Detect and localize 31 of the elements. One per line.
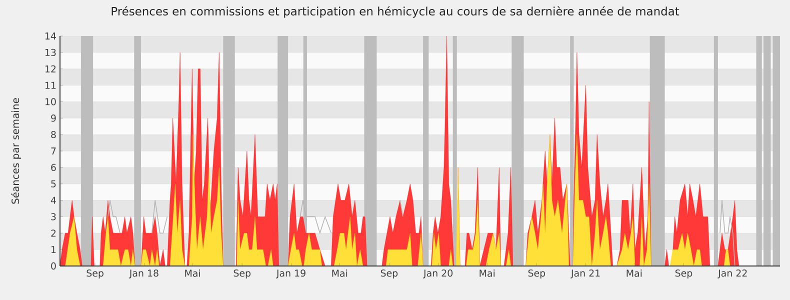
y-tick-label: 10: [45, 98, 56, 106]
x-tick-label: Sep: [234, 270, 251, 279]
x-tick-label: Jan 18: [128, 270, 158, 278]
y-tick-label: 9: [51, 114, 56, 122]
y-tick-label: 8: [51, 130, 56, 138]
y-tick-label: 3: [51, 213, 56, 220]
x-tick-label: Sep: [86, 270, 104, 279]
x-tick-label: Jan 19: [276, 270, 306, 278]
x-tick-label: Mai: [626, 270, 642, 277]
x-tick-label: Sep: [380, 270, 398, 279]
x-tick-label: Mai: [480, 270, 495, 277]
y-tick-label: 4: [50, 196, 56, 204]
x-tick-label: Sep: [675, 270, 692, 279]
y-tick-label: 7: [51, 148, 56, 154]
x-tick-label: Jan 21: [570, 270, 600, 278]
y-tick-label: 6: [51, 164, 56, 172]
x-tick-label: Sep: [528, 270, 546, 279]
y-tick-label: 5: [51, 180, 56, 188]
y-tick-label: 1: [52, 246, 56, 254]
y-tick-label: 0: [51, 262, 56, 270]
y-axis-title: Séances par semaine: [10, 98, 22, 204]
chart-title: Présences en commissions et participation en hémicycle au cours de sa dernière année de mandat: [112, 6, 680, 18]
x-tick-label: Jan 22: [718, 270, 747, 278]
y-tick-label: 2: [51, 230, 56, 237]
y-tick-label: 12: [45, 65, 56, 72]
y-tick-label: 14: [45, 32, 56, 40]
y-tick-label: 11: [45, 82, 56, 89]
y-tick-label: 13: [45, 48, 56, 56]
x-tick-label: Mai: [185, 270, 200, 277]
x-tick-label: Mai: [332, 270, 348, 277]
x-tick-label: Jan 20: [423, 270, 453, 278]
